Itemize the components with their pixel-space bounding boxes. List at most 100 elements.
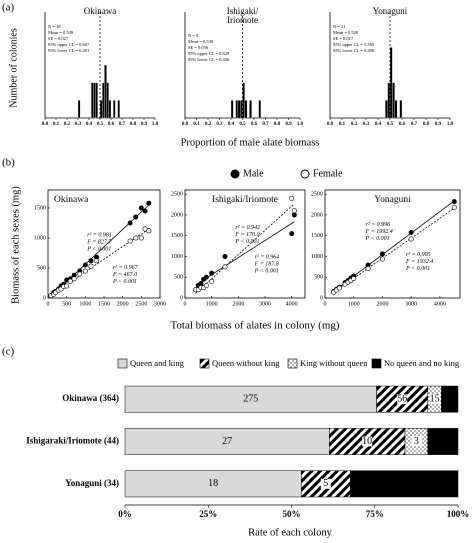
stat-annotation: r² = 0.995 — [406, 252, 431, 258]
stat-annotation: N = 11 — [333, 24, 345, 29]
data-point — [222, 264, 228, 270]
x-tick-label: 0.8 — [130, 122, 137, 127]
y-axis-label: Biomass of each sexes (mg) — [10, 186, 21, 304]
stat-annotation: SE = 0.027 — [48, 36, 69, 41]
x-tick-label: 3000 — [405, 301, 417, 307]
y-tick-label: 2000 — [171, 212, 183, 218]
y-tick-label: 2500 — [311, 192, 323, 198]
x-tick-label: 0.3 — [75, 122, 82, 127]
data-point — [88, 258, 94, 264]
data-point — [408, 236, 414, 242]
data-point — [408, 229, 414, 235]
stat-annotation: 95% lower CL = 0.490 — [333, 48, 375, 53]
stat-annotation: F = 187.8 — [254, 261, 279, 267]
label-backdrop — [397, 394, 408, 405]
data-label: 5 — [323, 478, 328, 489]
x-tick-label: 3000 — [259, 301, 271, 307]
stat-annotation: N = 9 — [188, 33, 199, 38]
data-label: 18 — [445, 393, 455, 404]
data-point — [94, 258, 100, 264]
panel-label: (b) — [2, 157, 15, 169]
x-tick-label: 75% — [366, 509, 384, 519]
x-tick-label: 0.4 — [228, 122, 235, 127]
data-point — [379, 251, 385, 257]
bar-segment — [350, 470, 459, 498]
stat-annotation: F = 467.0 — [112, 271, 137, 278]
bar — [244, 100, 248, 119]
legend-swatch — [287, 358, 298, 369]
y-tick-label: 1000 — [34, 235, 46, 241]
regression-line — [195, 203, 295, 294]
data-point — [82, 262, 88, 268]
stat-annotation: Mean = 0.549 — [48, 30, 74, 35]
x-tick-label: 2000 — [376, 301, 388, 307]
panel-label: (c) — [2, 346, 15, 358]
category-label: Ishigaraki/Iriomote (44) — [26, 436, 119, 446]
legend-marker — [230, 169, 240, 179]
stat-annotation: r² = 0.942 — [235, 224, 260, 231]
bar — [117, 100, 120, 119]
bar — [392, 82, 395, 119]
label-backdrop — [429, 394, 440, 405]
x-tick-label: 100% — [447, 509, 470, 519]
bar-segment — [427, 428, 459, 455]
stat-annotation: r² = 0.967 — [113, 265, 139, 271]
data-point — [289, 231, 295, 237]
y-tick-label: 500 — [314, 275, 323, 281]
x-tick-label: 0.8 — [423, 122, 430, 127]
stat-annotation: 95% lower CL = 0.491 — [48, 48, 89, 53]
data-point — [289, 195, 295, 201]
data-point — [133, 235, 139, 241]
stat-annotation: r² = 0.996 — [366, 222, 391, 228]
bar — [399, 100, 403, 119]
x-tick-label: 0.6 — [399, 122, 406, 127]
stat-annotation: F = 1992.4 — [365, 228, 393, 235]
label-backdrop — [411, 436, 422, 447]
x-tick-label: 0.0 — [42, 122, 49, 127]
y-tick-label: 500 — [174, 275, 183, 281]
stat-annotation: F = 170.0 — [234, 232, 259, 238]
x-tick-label: 0.4 — [375, 122, 382, 127]
bar — [230, 100, 234, 119]
x-axis-label: Rate of each colony — [248, 527, 332, 538]
x-tick-label: 0 — [184, 301, 187, 307]
x-tick-label: 0.0 — [182, 122, 189, 127]
chart-title: Yonaguni — [373, 6, 408, 16]
x-tick-label: 25% — [199, 509, 217, 519]
legend-label: Queen without king — [212, 358, 280, 368]
bar — [258, 100, 262, 119]
bar — [249, 100, 252, 119]
bar — [235, 100, 239, 119]
x-tick-label: 0% — [118, 509, 132, 519]
stat-annotation: P < 0.001 — [365, 236, 390, 242]
plot-frame — [184, 189, 306, 299]
x-tick-label: 0 — [324, 301, 327, 307]
data-point — [82, 268, 88, 274]
data-point — [209, 278, 215, 284]
y-tick-label: 1000 — [171, 254, 183, 260]
x-tick-label: 0.6 — [108, 122, 115, 127]
stat-annotation: P < 0.001 — [405, 266, 430, 272]
x-tick-label: 1.0 — [297, 122, 304, 127]
bar — [113, 100, 116, 119]
x-tick-label: 0.1 — [193, 122, 200, 127]
stat-annotation: P < 0.001 — [112, 279, 137, 285]
stat-annotation: 95% upper CL = 0.607 — [48, 42, 90, 47]
y-tick-label: 2500 — [171, 192, 183, 198]
bar — [394, 100, 398, 119]
data-point — [451, 204, 457, 210]
data-point — [351, 275, 357, 281]
stat-annotation: Mean = 0.528 — [333, 30, 359, 35]
x-tick-label: 0.5 — [239, 122, 246, 127]
chart-title: Iriomote — [227, 15, 258, 25]
y-tick-label: 2000 — [311, 212, 323, 218]
x-tick-label: 0.1 — [53, 122, 60, 127]
bar — [102, 82, 105, 119]
data-point — [142, 208, 148, 214]
y-tick-label: 0 — [180, 295, 183, 301]
x-tick-label: 0.5 — [387, 122, 394, 127]
bar — [106, 82, 109, 119]
stat-annotation: P < 0.001 — [254, 268, 279, 274]
x-tick-label: 1.0 — [152, 122, 159, 127]
x-tick-label: 1500 — [98, 301, 110, 307]
